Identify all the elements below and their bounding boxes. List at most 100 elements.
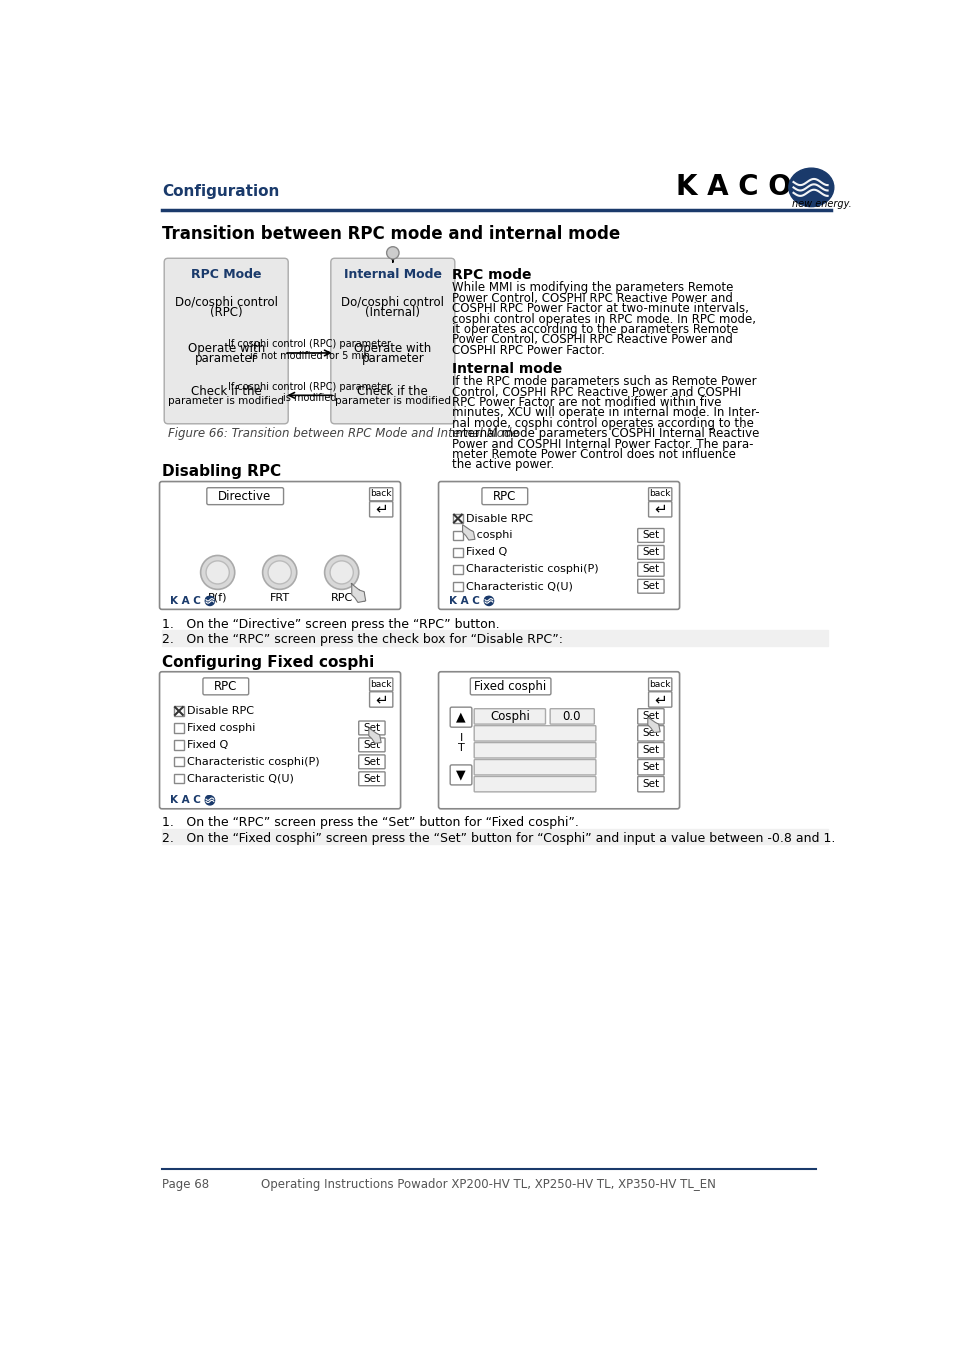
FancyBboxPatch shape [481, 487, 527, 505]
FancyBboxPatch shape [470, 678, 550, 695]
FancyBboxPatch shape [637, 726, 663, 741]
Text: Power and COSPHI Internal Power Factor. The para-: Power and COSPHI Internal Power Factor. … [452, 437, 753, 451]
Circle shape [484, 597, 493, 606]
Bar [453, 514, 462, 524]
Text: RPC: RPC [492, 490, 516, 502]
Text: 1. On the “RPC” screen press the “Set” button for “Fixed cosphi”.: 1. On the “RPC” screen press the “Set” b… [162, 817, 578, 829]
FancyBboxPatch shape [637, 709, 663, 724]
Bar [174, 774, 183, 783]
Text: nal mode, cosphi control operates according to the: nal mode, cosphi control operates accord… [452, 417, 754, 429]
Text: Set: Set [641, 531, 659, 540]
Polygon shape [352, 585, 365, 602]
Bar [453, 582, 462, 591]
FancyBboxPatch shape [637, 579, 663, 593]
Text: back: back [649, 679, 670, 688]
Text: 0.0: 0.0 [562, 710, 580, 722]
Text: Configuring Fixed cosphi: Configuring Fixed cosphi [162, 655, 374, 670]
Text: Set: Set [641, 547, 659, 558]
Polygon shape [369, 728, 381, 744]
Text: ↵: ↵ [375, 502, 387, 517]
Text: RPC mode: RPC mode [452, 269, 532, 282]
FancyBboxPatch shape [648, 487, 671, 501]
Text: 1. On the “Directive” screen press the “RPC” button.: 1. On the “Directive” screen press the “… [162, 618, 499, 630]
Text: Characteristic Q(U): Characteristic Q(U) [466, 582, 573, 591]
Text: is modified: is modified [282, 393, 335, 404]
Text: RPC Power Factor are not modified within five: RPC Power Factor are not modified within… [452, 396, 721, 409]
Text: Control, COSPHI RPC Reactive Power and COSPHI: Control, COSPHI RPC Reactive Power and C… [452, 386, 741, 398]
Text: COSPHI RPC Power Factor at two-minute intervals,: COSPHI RPC Power Factor at two-minute in… [452, 302, 749, 315]
Text: Do/cosphi control: Do/cosphi control [341, 296, 444, 309]
Text: meter Remote Power Control does not influence: meter Remote Power Control does not infl… [452, 448, 736, 462]
Bar [162, 630, 827, 645]
Text: back: back [370, 489, 392, 498]
Text: Set: Set [641, 763, 659, 772]
FancyBboxPatch shape [159, 482, 400, 609]
Text: (Internal): (Internal) [365, 305, 420, 319]
Text: Internal Mode: Internal Mode [343, 267, 441, 281]
Text: K A C O: K A C O [448, 595, 492, 606]
Circle shape [268, 560, 291, 585]
FancyBboxPatch shape [474, 743, 596, 757]
Text: minutes, XCU will operate in internal mode. In Inter-: minutes, XCU will operate in internal mo… [452, 406, 760, 420]
Text: Page 68: Page 68 [162, 1179, 209, 1191]
Text: Configuration: Configuration [162, 184, 279, 198]
Ellipse shape [788, 169, 833, 207]
Polygon shape [462, 525, 475, 540]
FancyBboxPatch shape [358, 738, 385, 752]
Text: K A C O: K A C O [170, 595, 213, 606]
Bar [162, 829, 827, 844]
FancyBboxPatch shape [203, 678, 249, 695]
Text: Set: Set [641, 745, 659, 755]
Bar [174, 757, 183, 767]
Bar [453, 531, 462, 540]
Text: K A C O: K A C O [675, 173, 791, 201]
Text: ↵: ↵ [653, 693, 666, 707]
Text: Power Control, COSPHI RPC Reactive Power and: Power Control, COSPHI RPC Reactive Power… [452, 333, 733, 347]
FancyBboxPatch shape [450, 765, 472, 784]
FancyBboxPatch shape [637, 760, 663, 775]
Polygon shape [647, 717, 659, 733]
Text: Cosphi: Cosphi [490, 710, 529, 722]
FancyBboxPatch shape [369, 502, 393, 517]
Text: ▲: ▲ [456, 710, 465, 724]
Text: Check if the: Check if the [191, 385, 261, 398]
Text: internal mode parameters COSPHI Internal Reactive: internal mode parameters COSPHI Internal… [452, 427, 760, 440]
Text: ▼: ▼ [456, 768, 465, 782]
Text: (RPC): (RPC) [210, 305, 242, 319]
FancyBboxPatch shape [637, 563, 663, 576]
FancyBboxPatch shape [648, 678, 671, 691]
Circle shape [206, 560, 229, 585]
FancyBboxPatch shape [648, 502, 671, 517]
Text: If cosphi control (RPC) parameter: If cosphi control (RPC) parameter [228, 382, 391, 391]
FancyBboxPatch shape [438, 482, 679, 609]
Text: Check if the: Check if the [357, 385, 428, 398]
FancyBboxPatch shape [474, 760, 596, 775]
Text: parameter is modified: parameter is modified [335, 397, 451, 406]
Text: Internal mode: Internal mode [452, 362, 562, 377]
FancyBboxPatch shape [369, 691, 393, 707]
FancyBboxPatch shape [474, 726, 596, 741]
Text: ↵: ↵ [375, 693, 387, 707]
FancyBboxPatch shape [474, 709, 545, 724]
Text: parameter: parameter [361, 352, 424, 365]
Circle shape [386, 247, 398, 259]
Text: back: back [370, 679, 392, 688]
Text: Set: Set [641, 564, 659, 574]
FancyBboxPatch shape [358, 755, 385, 768]
Text: Disabling RPC: Disabling RPC [162, 464, 281, 479]
Text: 2. On the “RPC” screen press the check box for “Disable RPC”:: 2. On the “RPC” screen press the check b… [162, 633, 562, 647]
Text: Set: Set [641, 779, 659, 790]
FancyBboxPatch shape [358, 772, 385, 786]
FancyBboxPatch shape [637, 545, 663, 559]
Text: Set: Set [363, 774, 380, 784]
FancyBboxPatch shape [648, 691, 671, 707]
Text: Fixed Q: Fixed Q [187, 740, 229, 749]
Text: Characteristic cosphi(P): Characteristic cosphi(P) [466, 564, 598, 574]
FancyBboxPatch shape [331, 258, 455, 424]
Text: RPC: RPC [213, 680, 237, 693]
Text: Set: Set [641, 582, 659, 591]
Bar [453, 564, 462, 574]
FancyBboxPatch shape [159, 672, 400, 809]
Text: 2. On the “Fixed cosphi” screen press the “Set” button for “Cosphi” and input a : 2. On the “Fixed cosphi” screen press th… [162, 832, 835, 845]
Text: Disable RPC: Disable RPC [187, 706, 254, 716]
